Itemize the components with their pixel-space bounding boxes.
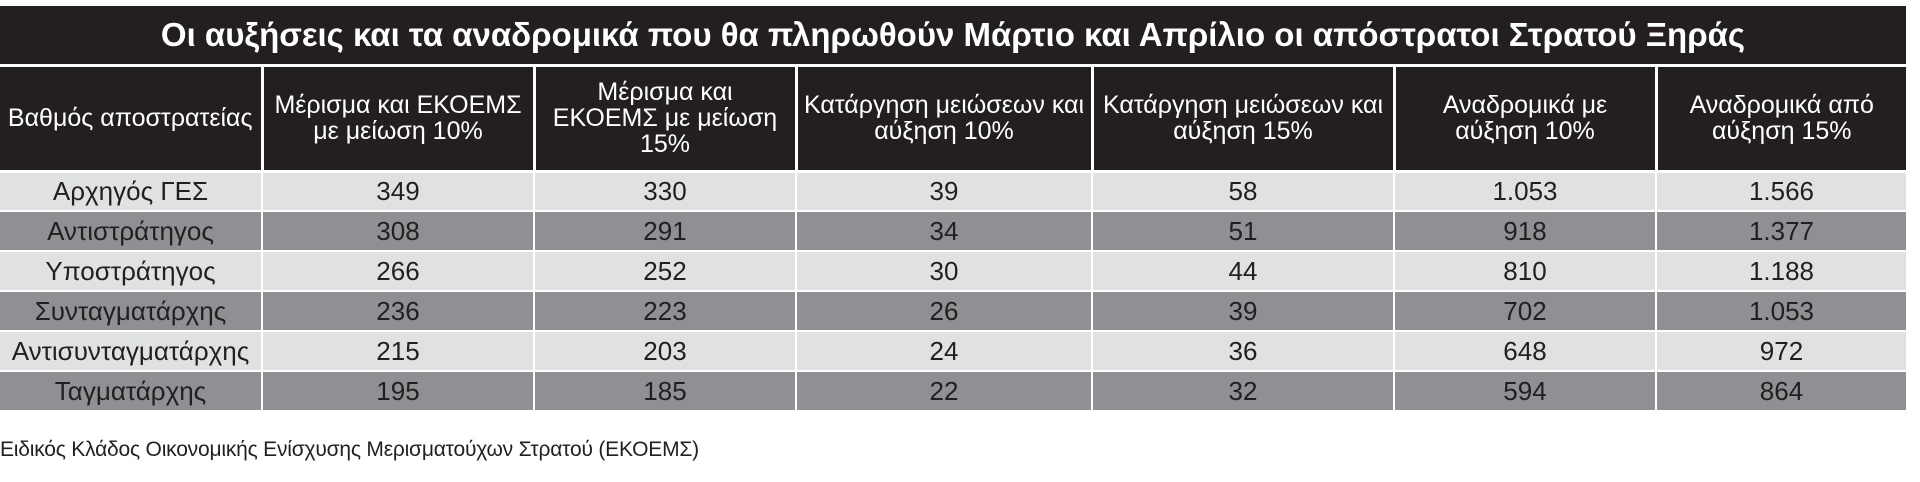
table-row: Υποστράτηγος 266 252 30 44 810 1.188	[0, 251, 1906, 292]
table-row: Ταγματάρχης 195 185 22 32 594 864	[0, 371, 1906, 412]
table-cell: 36	[1092, 331, 1395, 372]
column-header-retroactive-10: Αναδρομικά με αύξηση 10%	[1394, 67, 1658, 173]
table-cell: 32	[1092, 371, 1395, 412]
table-cell: 1.053	[1394, 171, 1657, 212]
table-cell: 252	[534, 251, 797, 292]
table-cell-rank: Αντιστράτηγος	[0, 211, 263, 252]
table-cell: 185	[534, 371, 797, 412]
table-cell: 308	[262, 211, 535, 252]
table-cell: 1.377	[1656, 211, 1906, 252]
table-cell: 918	[1394, 211, 1657, 252]
table-cell: 1.188	[1656, 251, 1906, 292]
table-cell: 330	[534, 171, 797, 212]
table-cell: 195	[262, 371, 535, 412]
table-cell: 1.053	[1656, 291, 1906, 332]
table-cell-rank: Υποστράτηγος	[0, 251, 263, 292]
page-title: Οι αυξήσεις και τα αναδρομικά που θα πλη…	[0, 6, 1906, 64]
table-cell: 223	[534, 291, 797, 332]
table-row: Αντιστράτηγος 308 291 34 51 918 1.377	[0, 211, 1906, 252]
table-cell: 1.566	[1656, 171, 1906, 212]
table-cell: 51	[1092, 211, 1395, 252]
table-cell: 291	[534, 211, 797, 252]
column-header-abolition-increase-10: Κατάργηση μειώσεων και αύξηση 10%	[796, 67, 1094, 173]
table-cell: 39	[1092, 291, 1395, 332]
table-row: Συνταγματάρχης 236 223 26 39 702 1.053	[0, 291, 1906, 332]
table-cell: 26	[796, 291, 1093, 332]
table-cell-rank: Αρχηγός ΓΕΣ	[0, 171, 263, 212]
table-cell: 30	[796, 251, 1093, 292]
table-row: Αρχηγός ΓΕΣ 349 330 39 58 1.053 1.566	[0, 171, 1906, 212]
table-row: Αντισυνταγματάρχης 215 203 24 36 648 972	[0, 331, 1906, 372]
column-header-abolition-increase-15: Κατάργηση μειώσεων και αύξηση 15%	[1092, 67, 1396, 173]
table-cell: 24	[796, 331, 1093, 372]
table-cell-rank: Αντισυνταγματάρχης	[0, 331, 263, 372]
data-table: Βαθμός αποστρατείας Μέρισμα και ΕΚΟΕΜΣ μ…	[0, 67, 1906, 412]
table-cell: 39	[796, 171, 1093, 212]
table-cell-rank: Συνταγματάρχης	[0, 291, 263, 332]
column-header-rank: Βαθμός αποστρατείας	[0, 67, 264, 173]
column-header-dividend-reduction-15: Μέρισμα και ΕΚΟΕΜΣ με μείωση 15%	[534, 67, 798, 173]
header-row: Βαθμός αποστρατείας Μέρισμα και ΕΚΟΕΜΣ μ…	[0, 67, 1906, 173]
table-cell: 34	[796, 211, 1093, 252]
table-cell: 810	[1394, 251, 1657, 292]
table-cell: 22	[796, 371, 1093, 412]
table-cell: 594	[1394, 371, 1657, 412]
column-header-retroactive-15: Αναδρομικά από αύξηση 15%	[1656, 67, 1906, 173]
table-cell: 266	[262, 251, 535, 292]
table-cell: 215	[262, 331, 535, 372]
table-cell: 349	[262, 171, 535, 212]
table-cell-rank: Ταγματάρχης	[0, 371, 263, 412]
table-cell: 648	[1394, 331, 1657, 372]
table-cell: 44	[1092, 251, 1395, 292]
column-header-dividend-reduction-10: Μέρισμα και ΕΚΟΕΜΣ με μείωση 10%	[262, 67, 536, 173]
table-cell: 58	[1092, 171, 1395, 212]
table-cell: 203	[534, 331, 797, 372]
source-note: Ειδικός Κλάδος Οικονομικής Ενίσχυσης Μερ…	[0, 438, 699, 461]
table-cell: 864	[1656, 371, 1906, 412]
table-cell: 972	[1656, 331, 1906, 372]
table-cell: 702	[1394, 291, 1657, 332]
table-cell: 236	[262, 291, 535, 332]
